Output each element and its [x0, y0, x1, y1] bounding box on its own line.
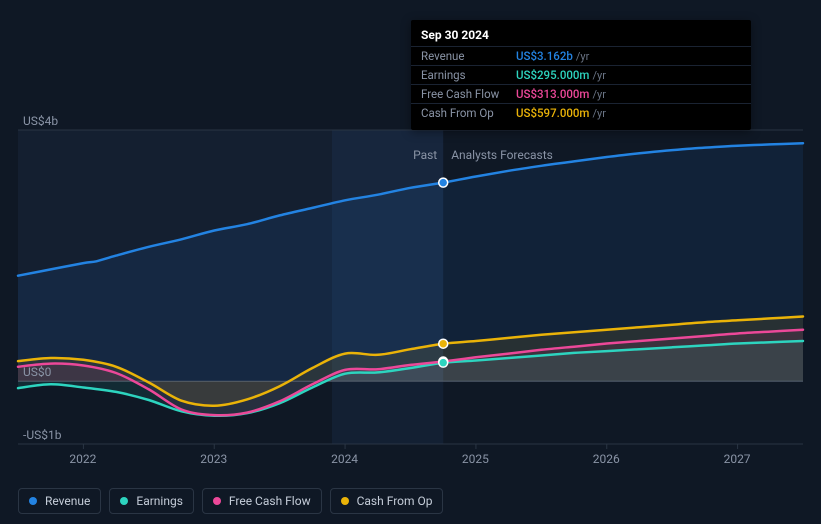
tooltip-unit: /yr [592, 107, 605, 120]
y-axis-label: US$0 [23, 365, 51, 379]
tooltip-date: Sep 30 2024 [411, 28, 751, 46]
tooltip-label: Earnings [421, 68, 516, 82]
tooltip-value: US$313.000m [516, 87, 589, 101]
legend: Revenue Earnings Free Cash Flow Cash From O… [18, 488, 443, 514]
tooltip-unit: /yr [592, 69, 605, 82]
marker-cash-from-op [439, 339, 448, 348]
legend-item-revenue[interactable]: Revenue [18, 488, 101, 514]
x-axis-label: 2027 [724, 452, 751, 466]
y-axis-label: -US$1b [23, 428, 61, 442]
tooltip-label: Cash From Op [421, 106, 516, 120]
tooltip-row: RevenueUS$3.162b/yr [411, 46, 751, 65]
legend-dot-icon [29, 497, 37, 505]
x-axis-label: 2022 [69, 452, 96, 466]
legend-item-earnings[interactable]: Earnings [109, 488, 194, 514]
legend-label: Earnings [136, 494, 183, 508]
y-axis-label: US$4b [23, 114, 58, 128]
tooltip-row: EarningsUS$295.000m/yr [411, 65, 751, 84]
legend-item-free-cash-flow[interactable]: Free Cash Flow [202, 488, 322, 514]
tooltip: Sep 30 2024 RevenueUS$3.162b/yrEarningsU… [411, 20, 751, 130]
tooltip-value: US$295.000m [516, 68, 589, 82]
legend-label: Cash From Op [357, 494, 433, 508]
tooltip-label: Revenue [421, 49, 516, 63]
tooltip-row: Cash From OpUS$597.000m/yr [411, 103, 751, 122]
legend-label: Revenue [45, 494, 90, 508]
tooltip-unit: /yr [592, 88, 605, 101]
x-axis-label: 2024 [331, 452, 358, 466]
tooltip-value: US$3.162b [516, 49, 573, 63]
tooltip-label: Free Cash Flow [421, 87, 516, 101]
x-axis-label: 2025 [462, 452, 489, 466]
past-label: Past [413, 148, 437, 162]
legend-item-cash-from-op[interactable]: Cash From Op [330, 488, 444, 514]
tooltip-row: Free Cash FlowUS$313.000m/yr [411, 84, 751, 103]
marker-earnings [439, 358, 448, 367]
legend-dot-icon [213, 497, 221, 505]
legend-label: Free Cash Flow [229, 494, 311, 508]
marker-revenue [439, 178, 448, 187]
forecast-label: Analysts Forecasts [451, 148, 553, 162]
x-axis-label: 2026 [593, 452, 620, 466]
legend-dot-icon [341, 497, 349, 505]
tooltip-unit: /yr [576, 50, 589, 63]
x-axis-label: 2023 [200, 452, 227, 466]
tooltip-value: US$597.000m [516, 106, 589, 120]
legend-dot-icon [120, 497, 128, 505]
